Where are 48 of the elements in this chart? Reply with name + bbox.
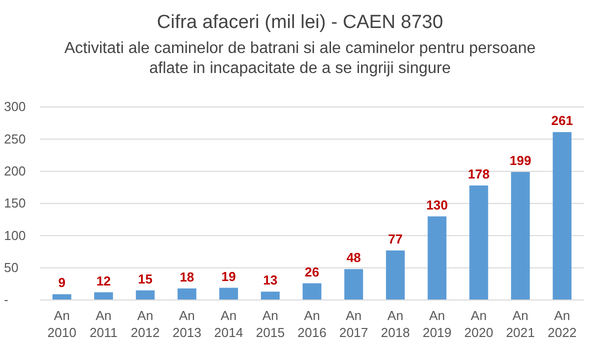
x-tick-label: An 2022 [548,308,577,340]
data-label: 9 [58,275,66,290]
bar [52,294,72,300]
bar [428,216,446,300]
bar [386,250,405,300]
data-label: 15 [138,271,152,286]
bar [94,292,113,300]
y-tick-label: 200 [4,163,26,178]
data-label: 199 [510,152,532,168]
data-label: 19 [221,268,236,284]
x-tick-label: An 2019 [422,308,452,340]
data-label: 77 [388,231,403,246]
bar [219,288,238,300]
data-label: 26 [304,264,320,280]
y-tick-label: 150 [4,196,26,211]
bar [260,292,280,300]
x-tick-label: An 2016 [298,308,326,340]
y-tick-label: 100 [4,228,26,243]
x-tick-label: An 2015 [256,308,285,340]
y-tick-label: - [4,292,8,308]
bar [469,185,488,300]
x-tick-label: An 2013 [172,308,202,340]
chart-subtitle: Activitati ale caminelor de batrani si ale caminelor pentru persoane aflate in incapacitate de a se ingriji singure [64,40,536,77]
bar [552,132,572,300]
x-tick-label: An 2021 [506,308,535,340]
y-tick-label: 250 [4,131,26,146]
x-tick-label: An 2010 [47,308,76,340]
bar [302,283,322,300]
bar [136,290,155,300]
data-label: 18 [180,269,194,284]
bar [511,172,530,300]
data-label: 12 [96,273,111,288]
bar [178,288,196,300]
bar [344,269,364,300]
x-tick-label: An 2020 [464,308,494,340]
x-tick-label: An 2017 [339,308,368,340]
data-label: 178 [468,166,490,182]
data-label: 48 [346,250,361,266]
y-tick-label: 300 [4,99,26,114]
data-label: 130 [426,197,448,212]
x-tick-label: An 2011 [90,308,118,340]
x-tick-label: An 2014 [214,308,244,340]
y-tick-label: 50 [4,260,18,275]
x-tick-label: An 2018 [380,308,410,340]
x-tick-label: An 2012 [130,308,160,340]
data-label: 261 [551,113,573,128]
data-label: 13 [263,272,278,288]
chart-title: Cifra afaceri (mil lei) - CAEN 8730 [156,12,444,33]
